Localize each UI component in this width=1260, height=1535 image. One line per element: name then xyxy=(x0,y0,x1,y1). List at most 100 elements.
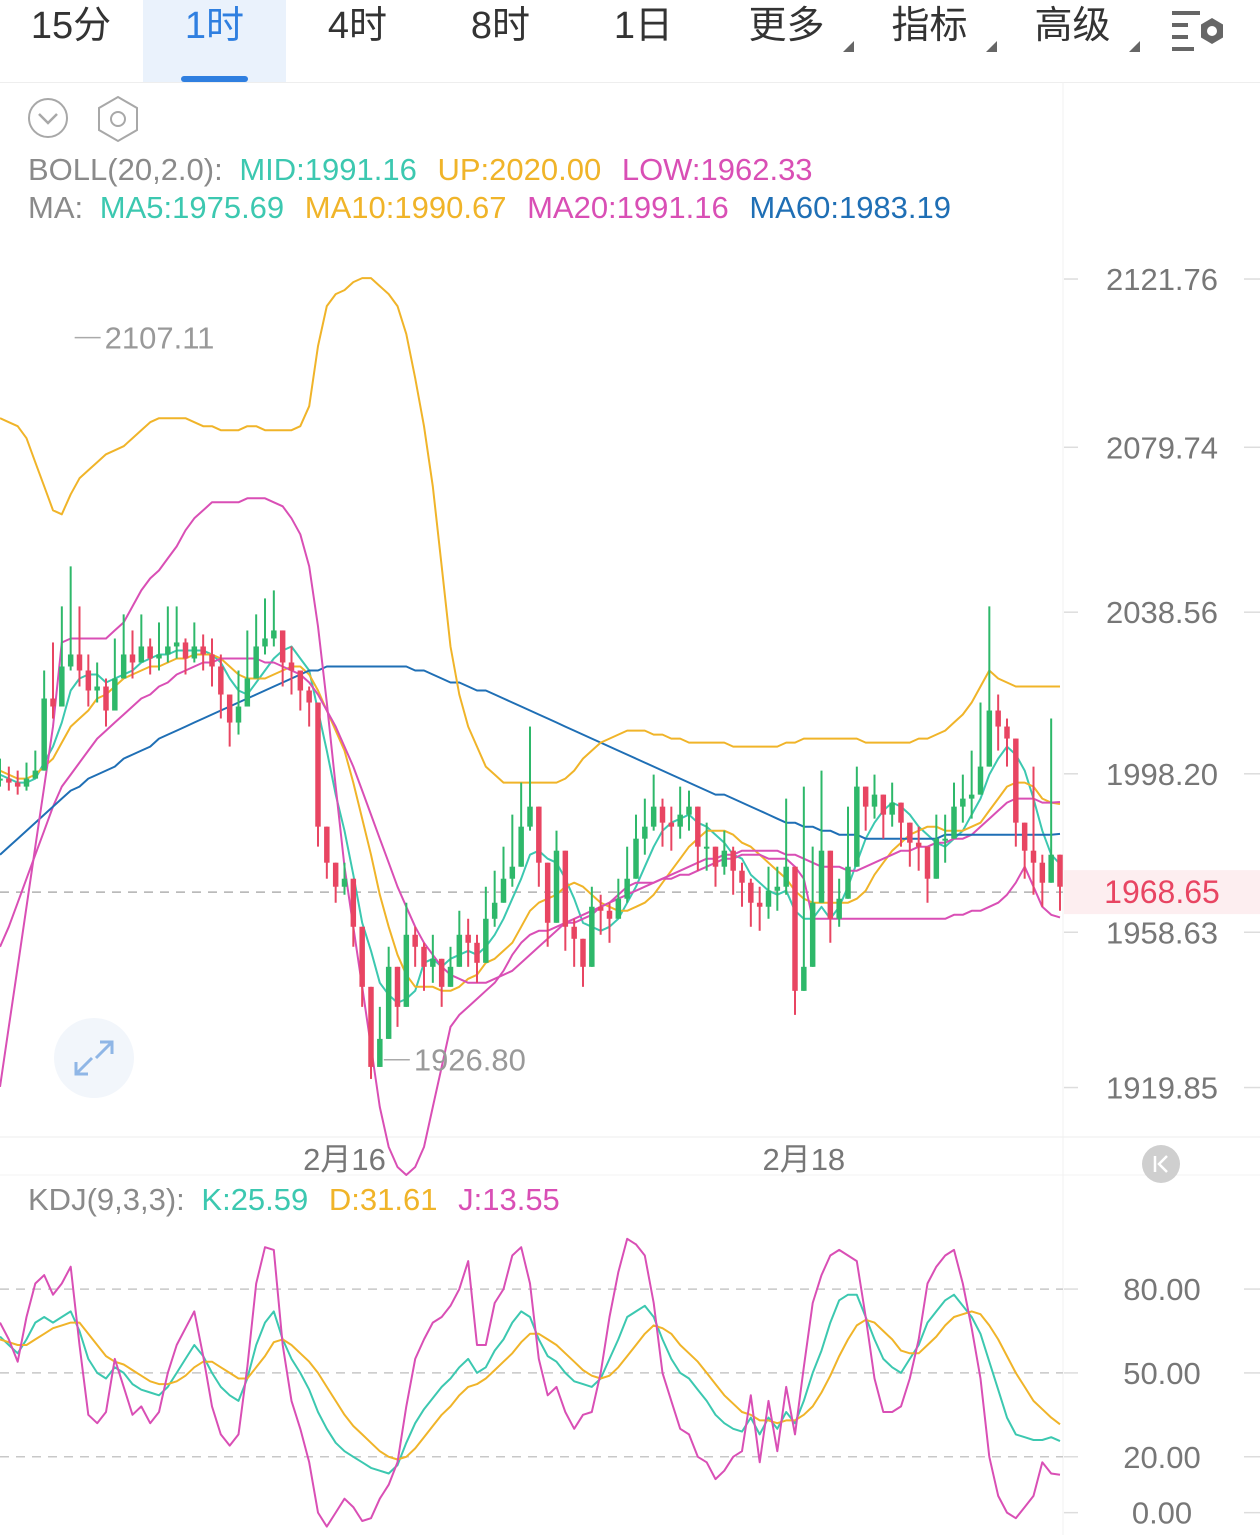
candle xyxy=(94,662,100,703)
candle xyxy=(129,630,136,679)
candle xyxy=(571,918,577,967)
active-tab-indicator xyxy=(181,76,248,82)
candle-body xyxy=(827,850,834,919)
candle-body xyxy=(350,878,357,927)
candle xyxy=(491,870,498,927)
candle xyxy=(880,794,887,839)
fullscreen-expand-icon[interactable] xyxy=(54,1018,134,1098)
candle-body xyxy=(907,822,913,843)
kdj-j-value: J:13.55 xyxy=(458,1182,560,1217)
candle-body xyxy=(474,942,480,963)
candle xyxy=(977,702,984,795)
candle xyxy=(0,758,3,787)
series-ma60-line xyxy=(0,665,1061,856)
ma-legend: MA: MA5:1975.69 MA10:1990.67 MA20:1991.1… xyxy=(28,190,951,225)
boll-mid-value: MID:1991.16 xyxy=(239,152,417,187)
candle-body xyxy=(933,838,940,879)
candle xyxy=(41,670,47,771)
tab-more[interactable]: 更多 xyxy=(715,0,858,82)
candle-body xyxy=(315,702,321,827)
candle-body xyxy=(182,642,189,659)
candle-body xyxy=(695,806,701,847)
candle-body xyxy=(76,654,83,671)
candle-body xyxy=(642,826,648,839)
candle-body xyxy=(854,786,860,867)
tab-indicators[interactable]: 指标 xyxy=(858,0,1001,82)
tab-15min[interactable]: 15分 xyxy=(0,0,142,82)
kdj-label: KDJ(9,3,3): xyxy=(28,1182,185,1217)
candle-body xyxy=(977,766,984,795)
candle-body xyxy=(686,806,692,815)
tab-label: 指标 xyxy=(891,5,968,47)
candle xyxy=(412,926,418,967)
candle-body xyxy=(67,654,74,667)
candle-body xyxy=(880,794,887,815)
tab-label: 高级 xyxy=(1034,5,1111,47)
candle xyxy=(67,566,74,671)
candle-body xyxy=(306,690,312,703)
tab-1day[interactable]: 1日 xyxy=(572,0,715,82)
settings-hexagon-icon[interactable] xyxy=(98,95,138,143)
candle xyxy=(1039,854,1046,907)
candle xyxy=(447,946,454,987)
candle-body xyxy=(120,654,127,679)
candle-body xyxy=(924,846,931,879)
candle xyxy=(889,782,895,827)
y-tick-label: 2121.76 xyxy=(1106,262,1218,297)
candle-body xyxy=(624,878,630,899)
candle xyxy=(827,850,834,943)
candle xyxy=(942,814,948,863)
candle xyxy=(23,762,30,791)
candle xyxy=(377,1006,383,1067)
x-tick-label: 2月18 xyxy=(762,1142,845,1177)
candle xyxy=(933,814,940,879)
candle-body xyxy=(279,630,286,663)
tab-8hour[interactable]: 8时 xyxy=(429,0,572,82)
chart-settings-gear-icon[interactable] xyxy=(1168,8,1230,54)
scroll-to-latest-icon[interactable] xyxy=(1142,1145,1180,1183)
candle xyxy=(279,630,286,687)
tab-advanced[interactable]: 高级 xyxy=(1001,0,1144,82)
candle-body xyxy=(368,986,374,1067)
candle-body xyxy=(412,934,418,947)
candle-body xyxy=(756,902,763,907)
candle xyxy=(633,814,639,879)
candle-body xyxy=(262,638,268,647)
candle-body xyxy=(739,870,745,883)
candle xyxy=(536,806,542,887)
tab-1hour[interactable]: 1时 xyxy=(143,0,286,82)
candle xyxy=(200,634,206,671)
collapse-chevron-icon[interactable] xyxy=(28,98,68,138)
candle-body xyxy=(871,794,878,807)
candle-body xyxy=(951,806,957,839)
timeframe-tab-bar: 15分 1时 4时 8时 1日 更多 指标 高级 xyxy=(0,0,1260,83)
candle xyxy=(226,694,233,747)
candle xyxy=(191,622,198,663)
candle xyxy=(103,678,109,727)
candle-body xyxy=(359,926,365,987)
candle xyxy=(995,694,1001,751)
candle xyxy=(898,802,904,847)
candle xyxy=(1004,718,1010,767)
candle-body xyxy=(1030,850,1037,863)
tab-label: 更多 xyxy=(748,5,825,47)
tab-4hour[interactable]: 4时 xyxy=(286,0,429,82)
candle-body xyxy=(915,842,922,847)
candle xyxy=(165,606,171,663)
candle-body xyxy=(783,866,789,887)
candle-body xyxy=(1048,854,1054,883)
candle xyxy=(650,774,657,831)
boll-label: BOLL(20,2.0): xyxy=(28,152,223,187)
candle-body xyxy=(138,646,145,663)
candle xyxy=(332,862,339,903)
candle xyxy=(297,670,304,711)
candle-body xyxy=(385,966,392,1039)
candle xyxy=(615,878,622,919)
candle-body xyxy=(403,934,410,1007)
candle-body xyxy=(518,826,524,867)
ma60-value: MA60:1983.19 xyxy=(749,190,951,225)
candle-body xyxy=(85,670,92,691)
candle-body xyxy=(394,966,401,1007)
candle-body xyxy=(59,666,65,707)
candle-body xyxy=(23,778,30,787)
